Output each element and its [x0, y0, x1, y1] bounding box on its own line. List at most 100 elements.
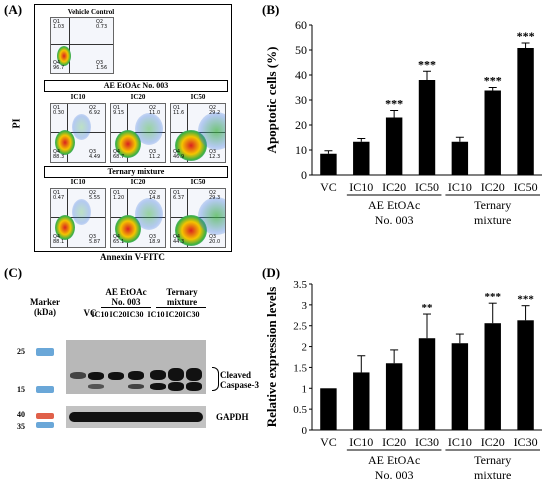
quadrant-value: Q3 18.9: [149, 234, 161, 245]
bar: [484, 90, 501, 175]
bar: [451, 141, 469, 175]
quadrant-value: Q4 96.7: [53, 60, 65, 71]
relative-expression-chart: 0 0.5 1 1.5 2 2.5 3 3.5 VC IC10 IC20 ** IC30 IC10 *** I…: [264, 279, 542, 482]
marker-kda-value: 40: [17, 410, 25, 419]
significance-label: ***: [385, 97, 403, 111]
marker-band-25: [36, 348, 54, 356]
quadrant-value: Q2 6.92: [89, 105, 101, 116]
flow-plot-title: IC20: [130, 178, 146, 186]
bar: [451, 343, 469, 430]
blot-group-ternary: Ternary mixture: [166, 287, 198, 307]
group-label: AE EtOAc: [368, 198, 420, 212]
flow-plot-title: Vehicle Control: [67, 8, 115, 16]
y-tick-label: 2.5: [293, 321, 307, 333]
bar: [484, 323, 501, 430]
blot-lane-label: IC10: [147, 310, 165, 319]
quadrant-value: Q1 0.30: [53, 105, 65, 116]
y-axis-label: Apoptotic cells (%): [264, 47, 279, 154]
y-tick-label: 0.5: [293, 404, 307, 416]
category-label: IC50: [514, 180, 538, 194]
quadrant-value: Q4 65.1: [113, 234, 125, 245]
quadrant-value: Q2 14.8: [149, 190, 161, 201]
group-label: Ternary: [474, 453, 511, 467]
bar: [353, 372, 370, 430]
y-tick-label: 2: [302, 342, 308, 354]
quadrant-value: Q1 11.6: [173, 105, 185, 116]
bar: [517, 320, 534, 430]
category-label: VC: [320, 435, 337, 449]
quadrant-value: Q3 11.2: [149, 149, 161, 160]
panel-letter-d: (D): [262, 265, 281, 280]
category-label: IC50: [415, 180, 439, 194]
bar: [385, 117, 403, 175]
flow-plot-title: IC50: [190, 178, 206, 186]
group-label: Ternary: [474, 198, 511, 212]
bar: [418, 80, 436, 175]
marker-kda-value: 25: [17, 347, 25, 356]
category-label: IC20: [382, 180, 406, 194]
quadrant-value: Q3 20.0: [209, 234, 221, 245]
flow-plot-vehicle: Q1 1.03 Q2 0.73 Q3 1.56 Q4 96.7: [50, 17, 114, 74]
quadrant-value: Q2 29.3: [209, 190, 221, 201]
blot-lane-label: IC30: [182, 310, 200, 319]
y-tick-label: 3: [302, 300, 308, 312]
category-label: IC30: [514, 435, 538, 449]
y-tick-label: 50: [295, 43, 307, 57]
y-tick-label: 3.5: [293, 279, 307, 291]
blot-group-ae-etoac: AE EtOAc No. 003: [105, 287, 147, 307]
significance-label: ***: [517, 294, 534, 306]
group-label-ternary: Ternary mixture: [44, 166, 228, 178]
marker-band-40: [36, 413, 54, 419]
y-axis-label: Relative expression levels: [264, 287, 279, 428]
quadrant-value: Q1 9.15: [113, 105, 125, 116]
group-label: AE EtOAc: [368, 453, 420, 467]
significance-label: ***: [484, 291, 501, 303]
marker-kda-value: 35: [17, 422, 25, 431]
category-label: IC10: [349, 180, 373, 194]
caspase-blot: [66, 340, 206, 394]
blot-group-underline: [101, 307, 151, 308]
y-tick-label: 10: [295, 143, 307, 157]
quadrant-value: Q2 5.55: [89, 190, 101, 201]
flow-plot: Q1 11.6 Q2 29.2 Q3 12.3 Q4 46.9: [170, 103, 226, 163]
significance-label: **: [422, 302, 434, 314]
blot-group-underline: [156, 307, 206, 308]
flow-plot-title: IC10: [70, 93, 86, 101]
flow-plot-title: IC50: [190, 93, 206, 101]
quadrant-value: Q4 88.3: [53, 149, 65, 160]
gapdh-blot: [66, 406, 206, 428]
flow-plot-title: IC20: [130, 93, 146, 101]
group-label: No. 003: [375, 213, 414, 227]
quadrant-value: Q4 44.3: [173, 234, 185, 245]
y-tick-label: 40: [295, 68, 307, 82]
category-label: IC30: [415, 435, 439, 449]
bar: [418, 338, 436, 430]
quadrant-value: Q2 0.73: [96, 19, 108, 30]
blot-lane-vc: VC: [83, 308, 97, 318]
bar: [385, 363, 403, 430]
blot-lane-label: IC30: [126, 310, 144, 319]
marker-label: Marker (kDa): [30, 297, 60, 317]
gapdh-label: GAPDH: [216, 412, 249, 422]
significance-label: ***: [418, 57, 436, 71]
y-tick-label: 30: [295, 93, 307, 107]
marker-band-35: [36, 422, 54, 428]
panel-letter-b: (B): [262, 2, 280, 17]
quadrant-value: Q3 1.56: [96, 60, 108, 71]
group-label-ae-etoac: AE EtOAc No. 003: [44, 80, 228, 92]
quadrant-value: Q2 11.0: [149, 105, 161, 116]
cleaved-caspase-label: Cleaved Caspase-3: [220, 370, 260, 390]
category-label: IC10: [448, 435, 472, 449]
flow-y-axis-label: PI: [11, 118, 23, 129]
blot-lane-label: IC10: [91, 310, 109, 319]
quadrant-value: Q1 6.37: [173, 190, 185, 201]
quadrant-value: Q3 4.49: [89, 149, 101, 160]
quadrant-value: Q1 1.03: [53, 19, 65, 30]
marker-band-15: [36, 386, 54, 393]
y-tick-label: 0: [302, 425, 308, 437]
y-tick-label: 1.5: [293, 362, 307, 374]
category-label: IC10: [448, 180, 472, 194]
category-label: IC20: [481, 180, 505, 194]
quadrant-value: Q4 68.7: [113, 149, 125, 160]
quadrant-value: Q2 29.2: [209, 105, 221, 116]
